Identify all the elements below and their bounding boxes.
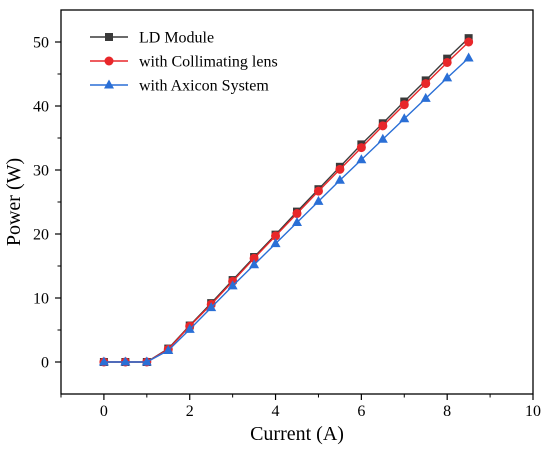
legend-label: LD Module xyxy=(139,30,214,47)
data-point xyxy=(292,216,302,226)
y-tick-label: 0 xyxy=(41,355,49,372)
data-point xyxy=(292,209,302,219)
y-tick-label: 50 xyxy=(33,35,49,52)
legend-item-2: with Collimating lens xyxy=(90,54,278,71)
data-point xyxy=(163,344,174,354)
data-point xyxy=(270,238,281,248)
data-point xyxy=(227,280,238,290)
data-point xyxy=(271,231,281,241)
data-point xyxy=(356,143,366,153)
data-point xyxy=(141,356,152,366)
legend-item-3: with Axicon System xyxy=(90,78,269,95)
y-tick-label: 20 xyxy=(33,227,49,244)
plot-frame xyxy=(60,9,534,395)
legend-item-1: LD Module xyxy=(90,30,214,47)
series-line xyxy=(103,57,470,363)
data-point xyxy=(463,52,474,62)
x-tick-label: 8 xyxy=(443,403,451,420)
series-layer xyxy=(98,34,474,367)
data-point xyxy=(249,253,259,263)
data-point xyxy=(420,92,431,102)
x-tick-label: 10 xyxy=(525,403,541,420)
data-point xyxy=(120,356,131,366)
data-point xyxy=(98,356,109,366)
data-point xyxy=(464,37,474,47)
x-tick-label: 4 xyxy=(272,403,280,420)
data-point xyxy=(377,133,388,143)
legend-label: with Axicon System xyxy=(139,78,269,95)
data-point xyxy=(334,174,345,184)
axes: 0 2 4 6 8 10 0 10 20 30 40 50 xyxy=(33,35,541,421)
data-point xyxy=(442,72,453,82)
series-3 xyxy=(98,52,474,366)
x-tick-label: 0 xyxy=(100,403,108,420)
data-point xyxy=(399,113,410,123)
y-tick-label: 40 xyxy=(33,99,49,116)
x-tick-label: 6 xyxy=(357,403,365,420)
data-point xyxy=(313,186,323,196)
data-point xyxy=(442,57,452,67)
data-point xyxy=(206,302,217,312)
legend-marker xyxy=(104,79,114,89)
legend-marker xyxy=(104,56,114,66)
legend-marker xyxy=(105,33,113,41)
data-point xyxy=(184,323,195,333)
data-point xyxy=(399,100,409,110)
x-axis-title: Current (A) xyxy=(250,423,344,445)
y-tick-label: 10 xyxy=(33,291,49,308)
y-axis-title: Power (W) xyxy=(3,158,25,246)
legend: LD Module with Collimating lens with Axico… xyxy=(90,30,278,95)
y-tick-label: 30 xyxy=(33,163,49,180)
data-point xyxy=(356,154,367,164)
data-point xyxy=(313,195,324,205)
data-point xyxy=(249,259,260,269)
data-point xyxy=(378,121,388,131)
data-point xyxy=(335,164,345,174)
data-point xyxy=(421,79,431,89)
legend-label: with Collimating lens xyxy=(139,54,278,71)
x-tick-label: 2 xyxy=(186,403,194,420)
